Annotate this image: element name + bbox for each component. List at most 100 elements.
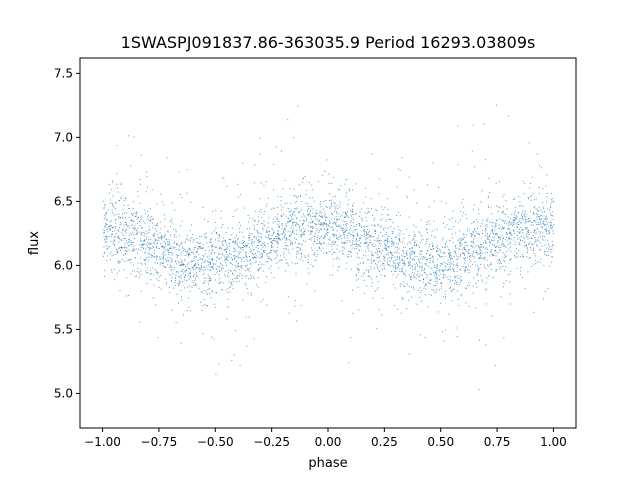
data-point [173,242,175,244]
data-point [251,245,253,247]
data-point [214,306,216,308]
data-point [303,231,305,233]
data-point [249,237,251,239]
data-point [547,250,549,252]
data-point [147,252,149,254]
data-point [219,265,221,267]
data-point [139,183,141,185]
data-point [502,238,504,239]
data-point [278,226,280,228]
data-point [263,213,265,215]
data-point [204,253,206,255]
data-point [211,249,213,251]
data-point [551,227,553,229]
data-point [447,269,449,270]
data-point [444,243,446,245]
data-point [313,238,315,240]
data-point [413,259,415,260]
data-point [466,245,468,247]
data-point [419,266,421,268]
data-point [194,268,196,270]
data-point [232,255,234,257]
data-point [439,289,440,291]
data-point [376,257,378,259]
data-point [509,293,511,295]
data-point [535,263,537,264]
data-point [226,259,228,261]
data-point [521,214,523,216]
data-point [352,237,354,239]
data-point [454,252,456,254]
data-point [425,263,427,265]
data-point [218,247,220,249]
data-point [120,196,122,198]
data-point [397,168,399,170]
data-point [135,216,137,218]
data-point [519,274,521,276]
data-point [185,271,186,273]
data-point [154,240,156,242]
data-point [246,268,248,270]
data-point [509,237,510,239]
data-point [218,277,220,279]
data-point [304,231,306,232]
data-point [147,272,149,273]
data-point [209,242,210,243]
data-point [134,229,136,231]
data-point [467,256,469,258]
data-point [471,223,473,225]
data-point [139,240,141,242]
data-point [236,276,238,278]
data-point [266,304,268,306]
data-point [149,273,151,275]
data-point [260,263,262,265]
data-point [358,278,359,280]
data-point [541,238,543,240]
data-point [236,243,238,245]
data-point [113,279,115,281]
data-point [211,291,213,293]
data-point [260,241,261,243]
data-point [368,275,370,277]
data-point [269,257,271,259]
data-point [254,228,255,230]
data-point [328,239,330,241]
data-point [138,276,140,278]
data-point [222,267,224,269]
data-point [506,233,508,235]
data-point [158,280,160,282]
data-point [450,290,452,292]
data-point [244,283,246,285]
data-point [499,218,501,220]
data-point [346,240,348,242]
data-point [382,263,384,265]
data-point [254,227,255,229]
data-point [296,256,297,258]
data-point [413,252,415,254]
data-point [414,235,416,237]
data-point [174,246,176,248]
data-point [224,273,225,275]
data-point [448,313,450,315]
data-point [542,211,544,213]
data-point [435,246,437,248]
data-point [429,273,431,275]
data-point [363,272,365,274]
data-point [301,201,303,202]
data-point [479,339,480,341]
data-point [536,228,538,230]
data-point [387,240,388,242]
data-point [165,259,167,261]
data-point [184,274,186,276]
data-point [333,177,335,179]
data-point [338,218,340,220]
data-point [399,256,401,258]
data-point [264,245,266,247]
data-point [222,244,224,246]
data-point [320,224,321,226]
data-point [272,233,274,234]
data-point [292,221,293,223]
data-point [385,239,387,241]
data-point [203,266,205,268]
data-point [369,276,371,278]
